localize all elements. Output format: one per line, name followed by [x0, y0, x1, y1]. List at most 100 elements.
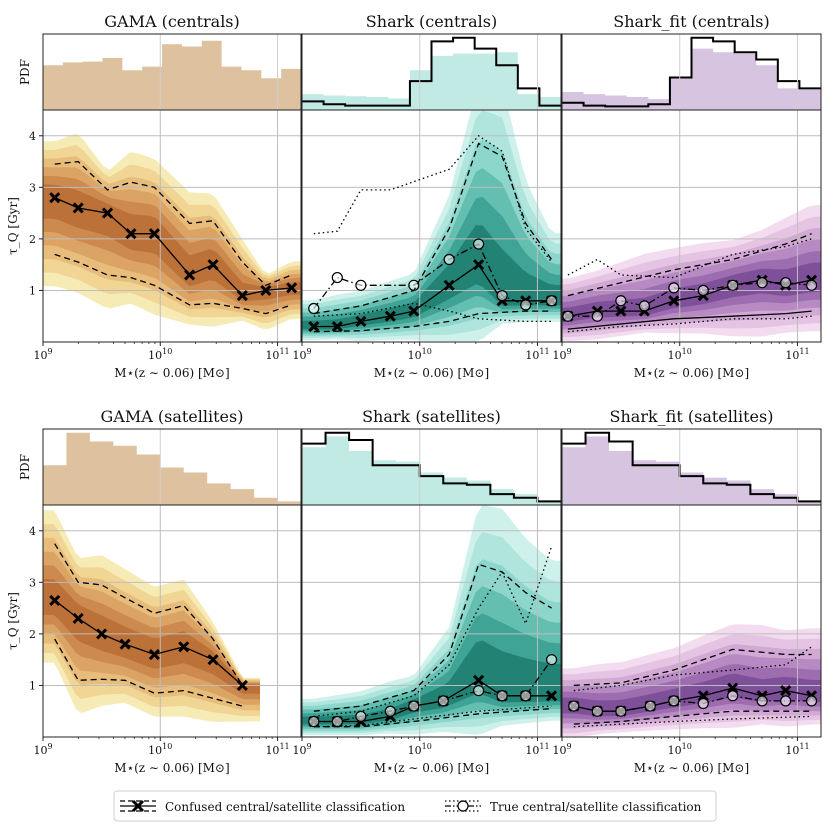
sharkfit_satellites-title: Shark_fit (satellites)	[610, 407, 774, 426]
shark_satellites-series-true-median	[313, 659, 553, 723]
sharkfit_satellites-marker-o	[644, 700, 656, 712]
sharkfit_centrals-xlabel: M⋆(z ∼ 0.06) [M⊙]	[634, 366, 749, 380]
gama_satellites-marker-x	[119, 638, 131, 650]
sharkfit_centrals-marker-o	[591, 310, 603, 322]
gama_satellites-xtick: 1011	[265, 742, 289, 757]
shark_satellites-marker-o	[496, 690, 508, 702]
gama_centrals-marker-x	[184, 269, 196, 281]
legend: Confused central/satellite classificatio…	[113, 790, 717, 822]
sharkfit_centrals-histogram	[562, 48, 821, 110]
sharkfit_centrals-marker-o	[638, 300, 651, 312]
gama_satellites-marker-x	[49, 594, 61, 606]
sharkfit_satellites-series-confused-lower	[573, 710, 812, 725]
shark_satellites-marker-o	[520, 690, 532, 702]
sharkfit_satellites-marker-o	[727, 690, 739, 702]
shark_centrals-marker-o	[545, 295, 558, 307]
legend-confused-handle	[120, 799, 156, 813]
sharkfit_centrals-xtick: 1011	[785, 347, 809, 362]
gama_satellites-series-lower	[54, 638, 243, 707]
gama_satellites-ytick: 2	[29, 628, 36, 641]
sharkfit_satellites-series-true-median	[573, 695, 812, 712]
shark_centrals-marker-o	[496, 290, 508, 302]
shark_centrals-marker-o	[443, 253, 455, 266]
shark_satellites-xtick: 1010	[408, 742, 432, 757]
sharkfit_satellites-marker-o	[668, 695, 680, 707]
sharkfit_centrals-marker-o	[805, 279, 818, 291]
shark_centrals-histogram-outline	[302, 36, 561, 107]
sharkfit_centrals-marker-o	[615, 295, 627, 307]
sharkfit_centrals-xtick: 109	[552, 347, 571, 362]
gama_centrals-ytick: 4	[29, 130, 36, 143]
shark_centrals-marker-x	[355, 315, 367, 327]
shark_satellites-histogram	[302, 436, 561, 505]
shark_centrals-marker-x	[443, 279, 455, 291]
sharkfit_centrals-marker-x	[668, 295, 680, 307]
sharkfit_satellites-xtick: 109	[552, 742, 571, 757]
gama_centrals-series-upper	[54, 160, 292, 287]
sharkfit_centrals-series-true-lower	[567, 315, 812, 333]
gama_satellites-pdf-label: PDF	[18, 454, 32, 480]
gama_satellites-density-level-6	[43, 579, 260, 694]
gama_satellites-xtick: 1010	[148, 742, 172, 757]
sharkfit_satellites-histogram-outline	[562, 431, 821, 503]
sharkfit_centrals-series-confused-lower	[567, 310, 812, 330]
sharkfit_satellites-series-confused-upper	[573, 648, 812, 687]
gama_centrals-ylabel: τ_Q [Gyr]	[6, 197, 20, 255]
gama_satellites-marker-x	[72, 612, 84, 624]
shark_centrals-xlabel: M⋆(z ∼ 0.06) [M⊙]	[374, 366, 489, 380]
sharkfit_centrals-marker-o	[780, 277, 792, 289]
sharkfit_centrals-series-confused-upper	[567, 233, 812, 297]
sharkfit_centrals-series-true-median	[567, 282, 812, 317]
shark_satellites-series-confused-lower	[313, 707, 552, 728]
sharkfit_centrals-marker-o	[668, 282, 680, 294]
shark_centrals-marker-x	[308, 320, 320, 333]
sharkfit_centrals-marker-o	[756, 277, 768, 289]
gama_centrals-xtick: 109	[33, 347, 52, 362]
shark_centrals-marker-x	[331, 320, 343, 333]
shark_centrals-marker-o	[472, 238, 485, 250]
shark_centrals-marker-x	[384, 310, 396, 322]
sharkfit_satellites-series-true-lower	[573, 715, 812, 728]
shark_satellites-scatter-frame	[301, 504, 562, 738]
gama_centrals-xlabel: M⋆(z ∼ 0.06) [M⊙]	[114, 366, 229, 380]
gama_satellites-marker-x	[207, 654, 219, 666]
gama_centrals-ytick: 2	[29, 233, 36, 246]
shark_centrals-series-true-upper	[313, 134, 553, 263]
gama_satellites-xlabel: M⋆(z ∼ 0.06) [M⊙]	[114, 761, 229, 775]
shark_centrals-xtick: 1011	[525, 347, 549, 362]
gama_centrals-pdf-label: PDF	[18, 59, 32, 85]
sharkfit_satellites-density-level-6	[562, 673, 821, 717]
gama_satellites-series-upper	[54, 543, 243, 686]
legend-true-label: True central/satellite classification	[490, 800, 702, 814]
shark_centrals-panel: Shark (centrals) 109 1010 1011 M⋆(z ∼ 0.06) …	[292, 12, 562, 380]
sharkfit_centrals-series-confused-median	[567, 279, 812, 317]
sharkfit_satellites-marker-o	[780, 695, 792, 707]
sharkfit_satellites-marker-x	[780, 685, 792, 697]
gama_satellites-ytick: 3	[29, 576, 36, 589]
shark_centrals-marker-x	[473, 259, 485, 271]
gama_satellites-panel: GAMA (satellites) 109 1010 1011 M⋆(z ∼ 0.06)…	[6, 407, 302, 775]
sharkfit_centrals-marker-o	[727, 279, 739, 291]
gama_satellites-marker-x	[178, 641, 190, 653]
sharkfit_satellites-xtick: 1010	[668, 742, 692, 757]
sharkfit_satellites-marker-o	[615, 705, 627, 717]
sharkfit_centrals-histogram-outline	[562, 36, 821, 108]
shark_satellites-series-true-lower	[313, 705, 552, 728]
shark_centrals-series-confused-upper	[313, 142, 553, 315]
sharkfit_centrals-density-level-6	[562, 262, 821, 322]
sharkfit_satellites-marker-x	[697, 690, 709, 702]
shark_satellites-marker-o	[437, 695, 449, 707]
legend-confused-label: Confused central/satellite classificatio…	[165, 800, 405, 814]
gama_centrals-marker-x	[207, 259, 219, 271]
sharkfit_satellites-marker-o	[805, 695, 818, 707]
gama_satellites-marker-x	[236, 679, 248, 692]
sharkfit_centrals-panel: Shark_fit (centrals) 109 1010 1011 M⋆(z ∼ 0.…	[552, 12, 822, 380]
shark_satellites-series-true-upper	[313, 545, 553, 718]
shark_centrals-xtick: 109	[292, 347, 311, 362]
gama_centrals-title: GAMA (centrals)	[104, 12, 240, 31]
shark_satellites-xlabel: M⋆(z ∼ 0.06) [M⊙]	[374, 761, 489, 775]
shark_satellites-marker-x	[473, 674, 485, 686]
sharkfit_satellites-marker-x	[727, 682, 739, 694]
shark_centrals-marker-o	[308, 302, 320, 315]
